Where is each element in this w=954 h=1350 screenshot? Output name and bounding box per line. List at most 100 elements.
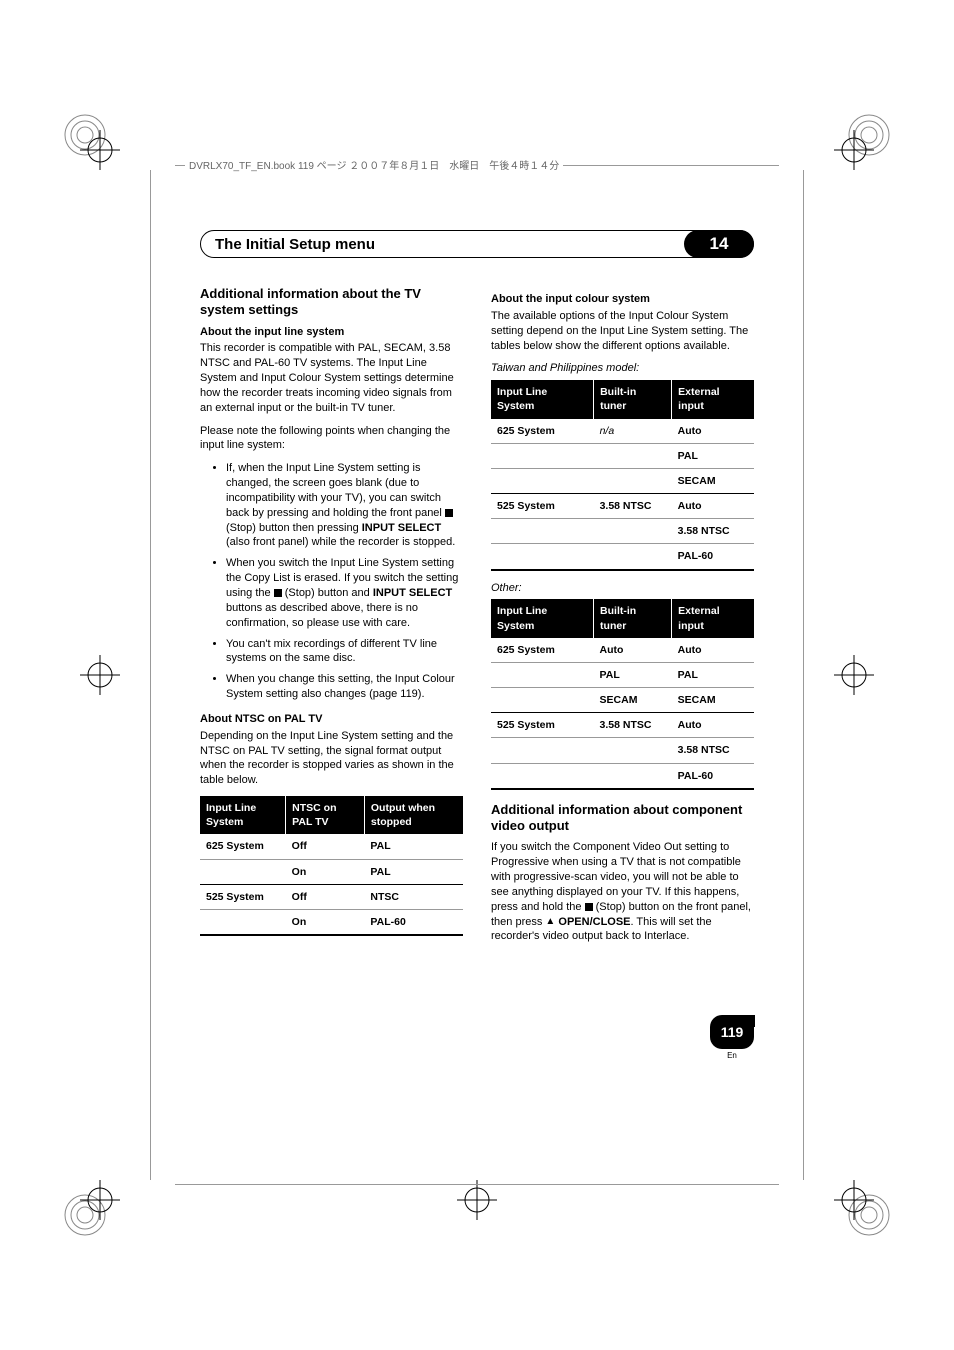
eject-icon: ▲	[545, 915, 555, 929]
table-row: On PAL	[200, 859, 463, 884]
table-header: Input Line System	[200, 796, 286, 834]
text: (also front panel) while the recorder is…	[226, 536, 455, 548]
crop-rule	[175, 1184, 779, 1185]
table-cell: PAL	[672, 662, 754, 687]
crop-rule	[803, 170, 804, 1180]
text: buttons as described above, there is no …	[226, 602, 418, 629]
table-cell	[491, 443, 594, 468]
table-cell	[491, 519, 594, 544]
table-header: Input Line System	[491, 599, 594, 637]
stop-icon	[274, 589, 282, 597]
ntsc-pal-table: Input Line System NTSC on PAL TV Output …	[200, 796, 463, 936]
table-cell: Off	[286, 884, 365, 909]
paragraph: Please note the following points when ch…	[200, 424, 463, 454]
table-cell	[491, 688, 594, 713]
table-cell: On	[286, 859, 365, 884]
chapter-number-badge: 14	[684, 230, 754, 258]
table-cell: Auto	[594, 638, 672, 663]
table-cell: On	[286, 909, 365, 935]
stop-icon	[445, 509, 453, 517]
crop-mark	[80, 1180, 120, 1220]
table-cell: SECAM	[672, 688, 754, 713]
table-cell: 525 System	[491, 713, 594, 738]
crop-rule	[150, 170, 151, 1180]
text-bold: INPUT SELECT	[362, 522, 441, 534]
table-cell: 625 System	[491, 419, 594, 444]
table-header: Output when stopped	[364, 796, 463, 834]
paragraph: Depending on the Input Line System setti…	[200, 729, 463, 788]
page: DVRLX70_TF_EN.book 119 ページ ２００７年８月１日 水曜日…	[0, 0, 954, 1350]
chapter-title: The Initial Setup menu	[215, 236, 375, 253]
table-cell	[200, 909, 286, 935]
text: (Stop) button then pressing	[226, 522, 362, 534]
paragraph: If you switch the Component Video Out se…	[491, 840, 754, 944]
left-column: Additional information about the TV syst…	[200, 286, 463, 952]
table-cell	[491, 662, 594, 687]
page-language: En	[710, 1051, 754, 1062]
section-heading: Additional information about the TV syst…	[200, 286, 463, 319]
table-cell: NTSC	[364, 884, 463, 909]
table-cell: PAL-60	[672, 544, 754, 570]
table-cell	[491, 544, 594, 570]
two-column-layout: Additional information about the TV syst…	[200, 286, 754, 952]
text-bold: OPEN/CLOSE	[558, 916, 630, 928]
table-cell: 3.58 NTSC	[672, 738, 754, 763]
table-row: 625 SystemAutoAuto	[491, 638, 754, 663]
table-cell	[594, 468, 672, 493]
paragraph: The available options of the Input Colou…	[491, 309, 754, 354]
table-caption: Taiwan and Philippines model:	[491, 361, 754, 376]
subsection-heading: About NTSC on PAL TV	[200, 712, 463, 727]
table-header: Built-in tuner	[594, 380, 672, 418]
page-number: 119	[721, 1025, 744, 1039]
section-heading: Additional information about component v…	[491, 802, 754, 835]
table-cell	[491, 763, 594, 789]
table-header: External input	[672, 380, 754, 418]
table-cell: SECAM	[672, 468, 754, 493]
table-row: 525 System Off NTSC	[200, 884, 463, 909]
text-bold: INPUT SELECT	[373, 587, 452, 599]
table-cell: n/a	[594, 419, 672, 444]
right-column: About the input colour system The availa…	[491, 286, 754, 952]
chapter-pill: The Initial Setup menu 14	[200, 230, 754, 258]
page-number-badge: 119 En	[710, 1015, 754, 1062]
table-cell	[594, 738, 672, 763]
table-row: 625 Systemn/aAuto	[491, 419, 754, 444]
subsection-heading: About the input colour system	[491, 292, 754, 307]
crop-mark	[834, 1180, 874, 1220]
table-cell: Auto	[672, 713, 754, 738]
text: (Stop) button and	[282, 587, 373, 599]
table-row: 525 System3.58 NTSCAuto	[491, 713, 754, 738]
header-filename: DVRLX70_TF_EN.book 119 ページ ２００７年８月１日 水曜日…	[185, 157, 563, 172]
colour-system-table-1: Input Line System Built-in tuner Externa…	[491, 380, 754, 570]
text: If, when the Input Line System setting i…	[226, 462, 445, 519]
list-item: If, when the Input Line System setting i…	[226, 461, 463, 550]
table-row: PALPAL	[491, 662, 754, 687]
paragraph: This recorder is compatible with PAL, SE…	[200, 341, 463, 415]
table-cell: PAL	[364, 859, 463, 884]
table-header: Input Line System	[491, 380, 594, 418]
table-caption: Other:	[491, 581, 754, 596]
table-header: Built-in tuner	[594, 599, 672, 637]
table-cell: PAL	[364, 834, 463, 859]
table-cell: 625 System	[491, 638, 594, 663]
table-cell: 3.58 NTSC	[594, 494, 672, 519]
table-header-row: Input Line System NTSC on PAL TV Output …	[200, 796, 463, 834]
table-row: 3.58 NTSC	[491, 738, 754, 763]
table-header-row: Input Line System Built-in tuner Externa…	[491, 599, 754, 637]
crop-mark	[834, 655, 874, 695]
table-cell	[594, 519, 672, 544]
table-cell: 3.58 NTSC	[594, 713, 672, 738]
colour-system-table-2: Input Line System Built-in tuner Externa…	[491, 599, 754, 789]
table-cell	[491, 468, 594, 493]
table-cell	[594, 544, 672, 570]
table-header-row: Input Line System Built-in tuner Externa…	[491, 380, 754, 418]
table-cell	[594, 443, 672, 468]
table-cell: 3.58 NTSC	[672, 519, 754, 544]
table-header: NTSC on PAL TV	[286, 796, 365, 834]
table-header: External input	[672, 599, 754, 637]
crop-mark	[80, 655, 120, 695]
table-cell: PAL	[672, 443, 754, 468]
table-row: 525 System3.58 NTSCAuto	[491, 494, 754, 519]
content-area: The Initial Setup menu 14 Additional inf…	[200, 230, 754, 952]
crop-mark	[834, 130, 874, 170]
